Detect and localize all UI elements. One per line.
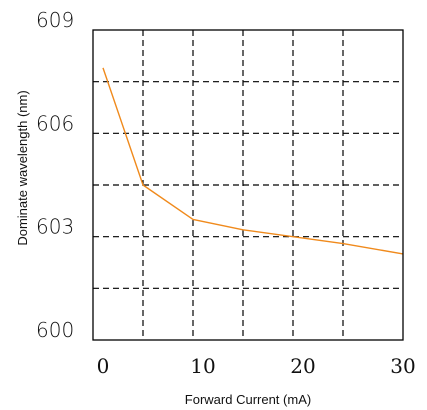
y-axis-title: Dominate wavelength (nm) (15, 90, 30, 245)
series-layer (102, 67, 404, 255)
x-tick-label: 10 (190, 354, 215, 378)
series-line (102, 67, 404, 255)
x-tick-label: 0 (97, 354, 110, 378)
x-tick-label: 20 (290, 354, 315, 378)
x-tick-label: 30 (390, 354, 415, 378)
plot-frame (92, 29, 404, 341)
y-tick-label: 609 (36, 8, 74, 32)
y-tick-label: 606 (36, 111, 74, 135)
x-tick-labels: 0 10 20 30 (97, 354, 416, 378)
y-tick-label: 603 (36, 215, 74, 239)
x-axis-title: Forward Current (mA) (185, 392, 311, 407)
y-tick-label: 600 (36, 318, 74, 342)
grid-layer (93, 30, 403, 340)
y-tick-labels: 600 603 606 609 (36, 8, 74, 342)
